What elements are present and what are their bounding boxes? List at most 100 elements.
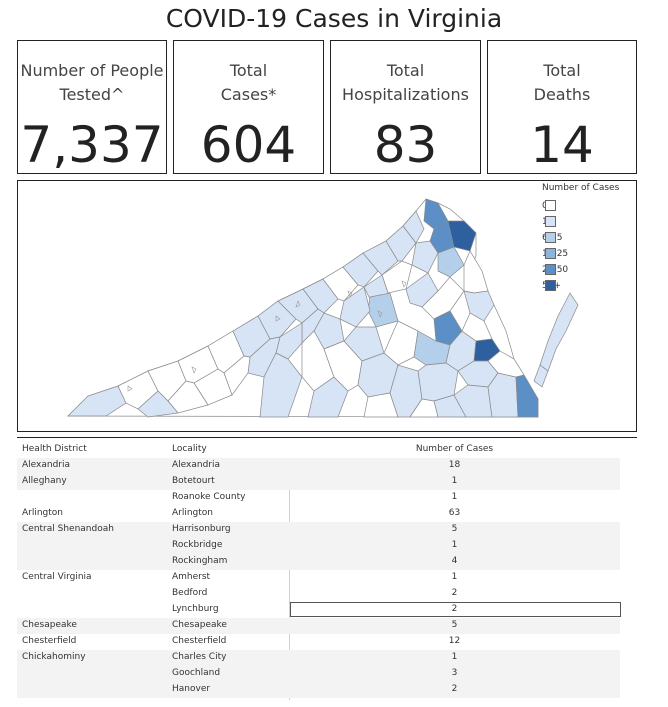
legend-item[interactable]: 0 — [542, 198, 619, 214]
cell-number-of-cases: 3 — [451, 668, 458, 678]
legend-swatch — [545, 232, 556, 243]
table-row[interactable]: Lynchburg 2 — [17, 602, 621, 618]
selected-cell-highlight — [290, 602, 621, 617]
cell-number-of-cases: 1 — [451, 476, 458, 486]
cell-health-district: Alleghany — [22, 476, 67, 486]
cell-locality: Roanoke County — [172, 492, 246, 502]
county-northampton — [533, 364, 549, 388]
virginia-map-svg[interactable] — [18, 181, 637, 432]
cell-number-of-cases: 2 — [451, 684, 458, 694]
cell-number-of-cases: 1 — [451, 652, 458, 662]
table-row[interactable]: Central Shenandoah Harrisonburg 5 — [17, 522, 620, 538]
table-row[interactable]: Central Virginia Amherst 1 — [17, 570, 620, 586]
column-divider — [289, 458, 290, 700]
legend-title: Number of Cases — [542, 183, 620, 193]
cell-locality: Alexandria — [172, 460, 221, 470]
legend-swatch — [545, 264, 556, 275]
cell-locality: Harrisonburg — [172, 524, 231, 534]
table-row[interactable]: Bedford 2 — [17, 586, 620, 602]
table-row[interactable]: Chesterfield Chesterfield 12 — [17, 634, 620, 650]
legend-item[interactable]: 1-5 — [542, 214, 619, 230]
cell-health-district: Central Virginia — [22, 572, 92, 582]
cell-locality: Charles City — [172, 652, 227, 662]
county-region — [322, 266, 359, 302]
county-region — [362, 240, 399, 276]
kpi-value: 604 — [200, 116, 297, 174]
cell-number-of-cases: 12 — [448, 636, 461, 646]
table-body: Alexandria Alexandria 18 Alleghany Botetourt… — [17, 458, 621, 698]
county-region — [307, 376, 349, 418]
cell-number-of-cases: 63 — [448, 508, 461, 518]
kpi-value: 14 — [530, 116, 594, 174]
cell-number-of-cases: 1 — [451, 540, 458, 550]
legend-item[interactable]: 16-25 — [542, 246, 619, 262]
map-legend: Number of Cases 0 1-5 6-15 16-25 25-50 5… — [542, 183, 619, 294]
cell-locality: Lynchburg — [172, 604, 219, 614]
cell-locality: Rockbridge — [172, 540, 223, 550]
county-accomack — [539, 292, 579, 372]
kpi-people-tested[interactable]: Number of People Tested^ 7,337 — [17, 40, 167, 174]
virginia-county-map[interactable] — [17, 180, 637, 432]
county-region — [137, 390, 179, 418]
county-region — [385, 225, 417, 262]
kpi-label: Total Hospitalizations — [342, 61, 469, 104]
kpi-total-hospitalizations[interactable]: Total Hospitalizations 83 — [330, 40, 481, 174]
cases-table: Health District Locality Number of Cases… — [17, 437, 637, 700]
table-row[interactable]: Alleghany Botetourt 1 — [17, 474, 620, 490]
table-row[interactable]: Chickahominy Charles City 1 — [17, 650, 620, 666]
cell-health-district: Chickahominy — [22, 652, 86, 662]
dashboard-title: COVID-19 Cases in Virginia — [165, 4, 503, 33]
kpi-total-cases[interactable]: Total Cases* 604 — [173, 40, 324, 174]
table-row[interactable]: Rockingham 4 — [17, 554, 620, 570]
legend-swatch — [545, 280, 556, 291]
county-region — [402, 210, 425, 244]
cell-number-of-cases: 1 — [451, 572, 458, 582]
county-region — [487, 350, 525, 378]
county-region — [257, 300, 297, 340]
cell-number-of-cases: 1 — [451, 492, 458, 502]
cell-locality: Goochland — [172, 668, 221, 678]
kpi-value: 83 — [373, 116, 438, 174]
cell-number-of-cases: 5 — [451, 620, 458, 630]
cell-locality: Chesapeake — [172, 620, 227, 630]
cell-health-district: Central Shenandoah — [22, 524, 114, 534]
legend-item[interactable]: 6-15 — [542, 230, 619, 246]
cell-number-of-cases: 2 — [451, 588, 458, 598]
cell-locality: Bedford — [172, 588, 208, 598]
cell-locality: Hanover — [172, 684, 211, 694]
cell-locality: Chesterfield — [172, 636, 227, 646]
kpi-label: Number of People Tested^ — [20, 61, 164, 104]
legend-item[interactable]: 25-50 — [542, 262, 619, 278]
kpi-total-deaths[interactable]: Total Deaths 14 — [487, 40, 637, 174]
table-row[interactable]: Roanoke County 1 — [17, 490, 620, 506]
table-header: Health District Locality Number of Cases — [17, 444, 637, 458]
kpi-label: Total Cases* — [220, 61, 277, 104]
cell-locality: Amherst — [172, 572, 211, 582]
table-row[interactable]: Hanover 2 — [17, 682, 620, 698]
legend-label: 0 — [542, 201, 548, 211]
county-region — [339, 286, 371, 328]
cell-number-of-cases: 5 — [451, 524, 458, 534]
cell-health-district: Arlington — [22, 508, 64, 518]
cell-number-of-cases: 18 — [448, 460, 461, 470]
county-region — [461, 312, 493, 342]
legend-swatch — [545, 200, 556, 211]
table-row[interactable]: Chesapeake Chesapeake 5 — [17, 618, 620, 634]
legend-swatch — [545, 248, 556, 259]
kpi-value: 7,337 — [20, 116, 164, 174]
table-row[interactable]: Rockbridge 1 — [17, 538, 620, 554]
legend-swatch — [545, 216, 556, 227]
cell-health-district: Alexandria — [22, 460, 71, 470]
cell-number-of-cases: 2 — [451, 604, 458, 614]
header-number-of-cases[interactable]: Number of Cases — [415, 444, 494, 454]
table-row[interactable]: Arlington Arlington 63 — [17, 506, 620, 522]
table-row[interactable]: Goochland 3 — [17, 666, 620, 682]
legend-item[interactable]: 50+ — [542, 278, 619, 294]
header-health-district[interactable]: Health District — [22, 444, 87, 454]
county-region — [463, 250, 489, 294]
kpi-label: Total Deaths — [533, 61, 591, 104]
cell-health-district: Chesapeake — [22, 620, 77, 630]
header-locality[interactable]: Locality — [172, 444, 207, 454]
cell-health-district: Chesterfield — [22, 636, 77, 646]
table-row[interactable]: Alexandria Alexandria 18 — [17, 458, 620, 474]
